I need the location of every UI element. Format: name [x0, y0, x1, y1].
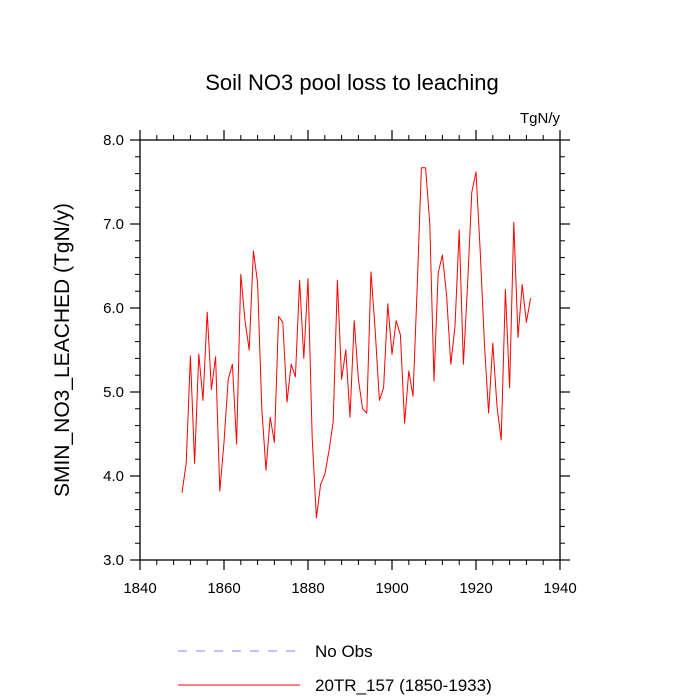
chart-title: Soil NO3 pool loss to leaching: [205, 70, 499, 95]
series-line-1: [181, 167, 532, 519]
x-tick-label: 1880: [291, 580, 324, 597]
y-tick-label: 5.0: [103, 384, 124, 401]
plot-frame: [139, 139, 561, 561]
x-tick-label: 1940: [543, 580, 576, 597]
y-tick-label: 3.0: [103, 552, 124, 569]
legend-label-20tr-157: 20TR_157 (1850-1933): [315, 676, 492, 695]
y-tick-label: 4.0: [103, 468, 124, 485]
axis-ticks: [130, 130, 570, 570]
y-tick-label: 6.0: [103, 300, 124, 317]
x-tick-label: 1920: [459, 580, 492, 597]
series-lines: [181, 167, 532, 519]
y-axis-label: SMIN_NO3_LEACHED (TgN/y): [51, 203, 74, 497]
y-tick-label: 7.0: [103, 216, 124, 233]
legend-label-no-obs: No Obs: [315, 642, 373, 661]
x-tick-labels: 1840 1860 1880 1900 1920 1940: [123, 580, 576, 597]
y-tick-labels: 3.0 4.0 5.0 6.0 7.0 8.0: [103, 132, 124, 569]
x-tick-label: 1840: [123, 580, 156, 597]
legend: No Obs 20TR_157 (1850-1933): [178, 642, 492, 695]
x-tick-label: 1900: [375, 580, 408, 597]
x-tick-label: 1860: [207, 580, 240, 597]
y-tick-label: 8.0: [103, 132, 124, 149]
units-label: TgN/y: [520, 110, 561, 127]
